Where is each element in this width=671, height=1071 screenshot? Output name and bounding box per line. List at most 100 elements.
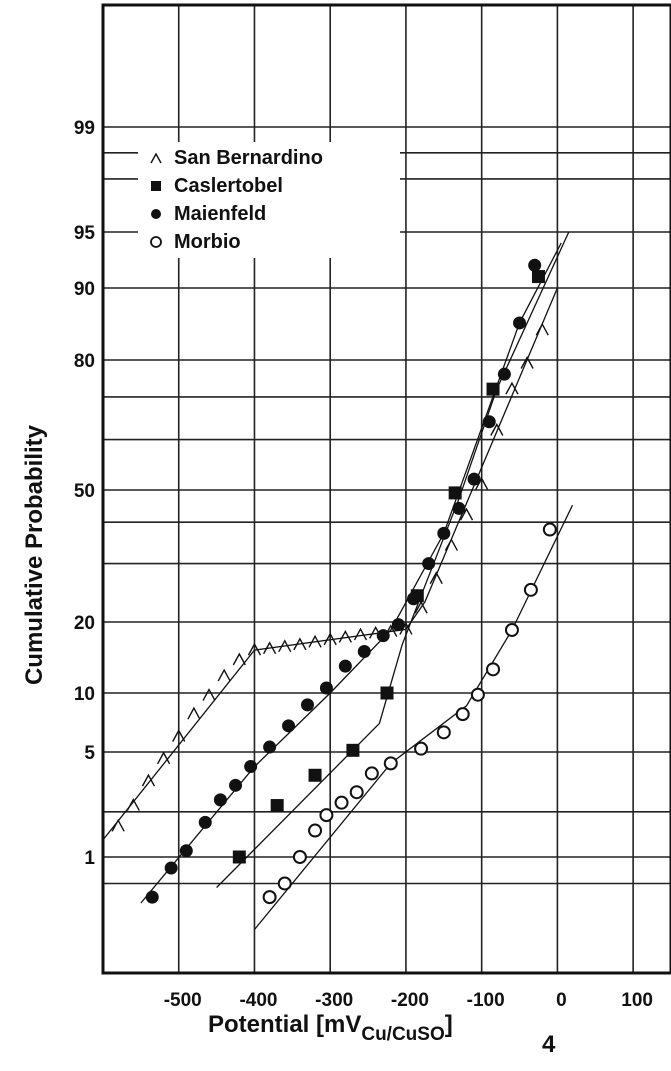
data-point-maienfeld [145, 890, 159, 904]
x-tick-label: -200 [391, 990, 429, 1011]
y-tick-label: 20 [74, 613, 95, 634]
data-point-san-bernardino [141, 773, 156, 787]
y-tick-label: 90 [74, 279, 95, 300]
data-point-maienfeld [422, 557, 436, 571]
data-point-morbio [277, 876, 292, 891]
data-point-san-bernardino [490, 423, 504, 436]
data-point-morbio [504, 622, 519, 637]
data-point-morbio [319, 808, 334, 823]
data-point-san-bernardino [535, 322, 549, 336]
fit-lines [102, 231, 574, 930]
data-point-maienfeld [407, 592, 421, 606]
x-tick-label: -400 [239, 990, 277, 1011]
data-point-caslertobel [346, 743, 360, 757]
fit-line-0 [102, 287, 558, 841]
data-point-morbio [414, 741, 429, 756]
data-point-san-bernardino [459, 507, 474, 521]
y-tick-label: 1 [84, 848, 95, 869]
x-axis-title: Potential [mVCu/CuSO] [208, 1011, 453, 1045]
x-tick-label: -300 [315, 990, 353, 1011]
legend-label-morbio: Morbio [174, 231, 241, 253]
data-point-maienfeld [513, 316, 527, 330]
x-axis-title-main: Potential [mV [208, 1011, 361, 1038]
fit-line-3 [253, 504, 574, 930]
data-point-maienfeld [263, 740, 277, 754]
data-point-maienfeld [338, 659, 352, 673]
data-point-san-bernardino [247, 642, 262, 656]
plot-frame [101, 3, 671, 975]
x-tick-label: 0 [556, 990, 567, 1011]
legend-marker-san-bernardino [150, 152, 162, 164]
data-point-caslertobel [232, 850, 246, 864]
data-point-maienfeld [437, 526, 451, 540]
data-point-maienfeld [244, 760, 258, 774]
data-point-san-bernardino [444, 538, 458, 551]
x-tick-label: -500 [164, 990, 202, 1011]
data-point-maienfeld [198, 815, 212, 829]
data-point-maienfeld [229, 778, 243, 792]
y-axis-title: Cumulative Probability [21, 424, 48, 685]
data-point-maienfeld [179, 844, 193, 858]
data-point-morbio [523, 582, 538, 597]
data-point-morbio [334, 795, 349, 810]
legend-marker-caslertobel [151, 181, 161, 191]
data-point-san-bernardino [217, 668, 231, 682]
grid-lines [103, 5, 671, 973]
data-point-san-bernardino [278, 639, 292, 653]
data-point-caslertobel [531, 270, 545, 284]
data-markers [111, 258, 557, 905]
data-point-morbio [542, 522, 557, 537]
legend-label-maienfeld: Maienfeld [174, 203, 266, 225]
y-tick-label: 10 [74, 684, 95, 705]
data-point-san-bernardino [202, 688, 216, 701]
data-point-caslertobel [270, 799, 284, 813]
data-point-maienfeld [300, 698, 314, 712]
data-point-san-bernardino [475, 477, 489, 490]
data-point-morbio [349, 785, 364, 800]
data-point-san-bernardino [505, 381, 519, 395]
data-point-san-bernardino [156, 751, 171, 765]
data-point-san-bernardino [414, 600, 428, 614]
data-point-san-bernardino [111, 818, 125, 832]
y-tick-label: 95 [74, 223, 96, 244]
data-point-morbio [262, 890, 277, 905]
y-tick-label: 5 [84, 743, 95, 764]
data-point-morbio [436, 725, 451, 740]
data-point-san-bernardino [187, 706, 201, 720]
data-point-san-bernardino [172, 729, 186, 742]
data-point-maienfeld [213, 793, 227, 807]
x-tick-label: -100 [467, 990, 505, 1011]
data-point-morbio [383, 756, 398, 771]
data-point-caslertobel [380, 686, 394, 700]
data-point-san-bernardino [126, 798, 140, 811]
fit-line-2 [140, 242, 562, 904]
data-point-caslertobel [448, 486, 462, 500]
x-axis-title-sub: Cu/CuSO [361, 1024, 444, 1045]
legend-background [138, 142, 400, 258]
data-point-maienfeld [497, 367, 511, 381]
data-point-caslertobel [308, 768, 322, 782]
data-point-maienfeld [164, 861, 178, 875]
data-point-san-bernardino [338, 629, 352, 643]
tick-labels: -500 -400 -300 -200 -100 0 100 1 5 10 20 50 80 90 95 99 [74, 118, 653, 1011]
x-axis-title-close: ] [445, 1011, 453, 1038]
data-point-maienfeld [467, 472, 481, 486]
y-tick-label: 50 [74, 481, 95, 502]
legend: San Bernardino Caslertobel Maienfeld Mor… [138, 142, 400, 258]
data-point-maienfeld [528, 258, 542, 272]
data-point-maienfeld [376, 629, 390, 643]
data-point-san-bernardino [232, 652, 246, 666]
data-point-caslertobel [486, 382, 500, 396]
data-point-san-bernardino [520, 356, 534, 369]
data-point-maienfeld [482, 415, 496, 429]
y-tick-label: 99 [74, 118, 95, 139]
data-point-maienfeld [391, 618, 405, 632]
fit-line-1 [216, 231, 570, 888]
data-point-morbio [308, 823, 323, 838]
legend-label-san-bernardino: San Bernardino [174, 147, 323, 169]
data-point-san-bernardino [308, 634, 322, 648]
x-axis-title-subscript-4: 4 [542, 1031, 556, 1058]
data-point-san-bernardino [353, 627, 368, 641]
y-tick-label: 80 [74, 351, 95, 372]
